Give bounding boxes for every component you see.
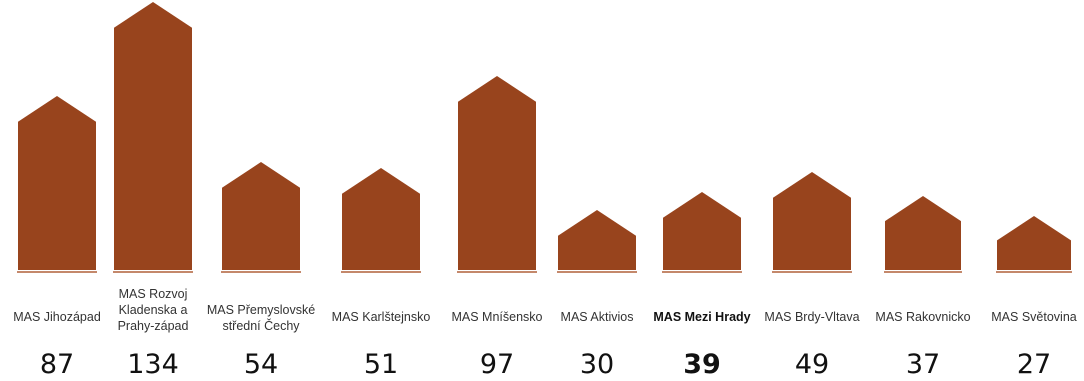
- category-label-7: MAS Mezi Hrady: [653, 310, 750, 324]
- value-label-6: 30: [580, 349, 614, 380]
- value-labels-group: 87 134 54 51 97 30 39 49 37 27: [40, 349, 1051, 380]
- value-label-2: 134: [127, 349, 179, 380]
- category-label-5: MAS Mníšensko: [451, 310, 542, 324]
- bar-8: [773, 172, 851, 270]
- value-label-9: 37: [906, 349, 940, 380]
- bars-group: [18, 2, 1071, 270]
- bar-9: [885, 196, 961, 270]
- value-label-1: 87: [40, 349, 74, 380]
- value-label-4: 51: [364, 349, 398, 380]
- value-label-7: 39: [683, 349, 721, 380]
- bar-3: [222, 162, 300, 270]
- category-label-10: MAS Světovina: [991, 310, 1077, 324]
- bar-7: [663, 192, 741, 270]
- bar-2: [114, 2, 192, 270]
- category-label-4: MAS Karlštejnsko: [332, 310, 431, 324]
- bar-1: [18, 96, 96, 270]
- category-label-2-line-2: Kladenska a: [119, 303, 188, 317]
- category-label-2-line-3: Prahy-západ: [118, 319, 189, 333]
- category-label-2-line-1: MAS Rozvoj: [119, 287, 188, 301]
- category-label-6: MAS Aktivios: [561, 310, 634, 324]
- category-label-1: MAS Jihozápad: [13, 310, 101, 324]
- bar-5: [458, 76, 536, 270]
- bar-4: [342, 168, 420, 270]
- category-label-3-line-1: MAS Přemyslovské: [207, 303, 315, 317]
- category-labels-group: MAS Jihozápad MAS Rozvoj Kladenska a Prahy-…: [13, 287, 1077, 333]
- value-label-5: 97: [480, 349, 514, 380]
- value-label-8: 49: [795, 349, 829, 380]
- bar-6: [558, 210, 636, 270]
- value-label-3: 54: [244, 349, 278, 380]
- value-label-10: 27: [1017, 349, 1051, 380]
- bar-10: [997, 216, 1071, 270]
- category-label-8: MAS Brdy-Vltava: [764, 310, 859, 324]
- category-label-9: MAS Rakovnicko: [875, 310, 970, 324]
- category-label-3-line-2: střední Čechy: [222, 318, 300, 333]
